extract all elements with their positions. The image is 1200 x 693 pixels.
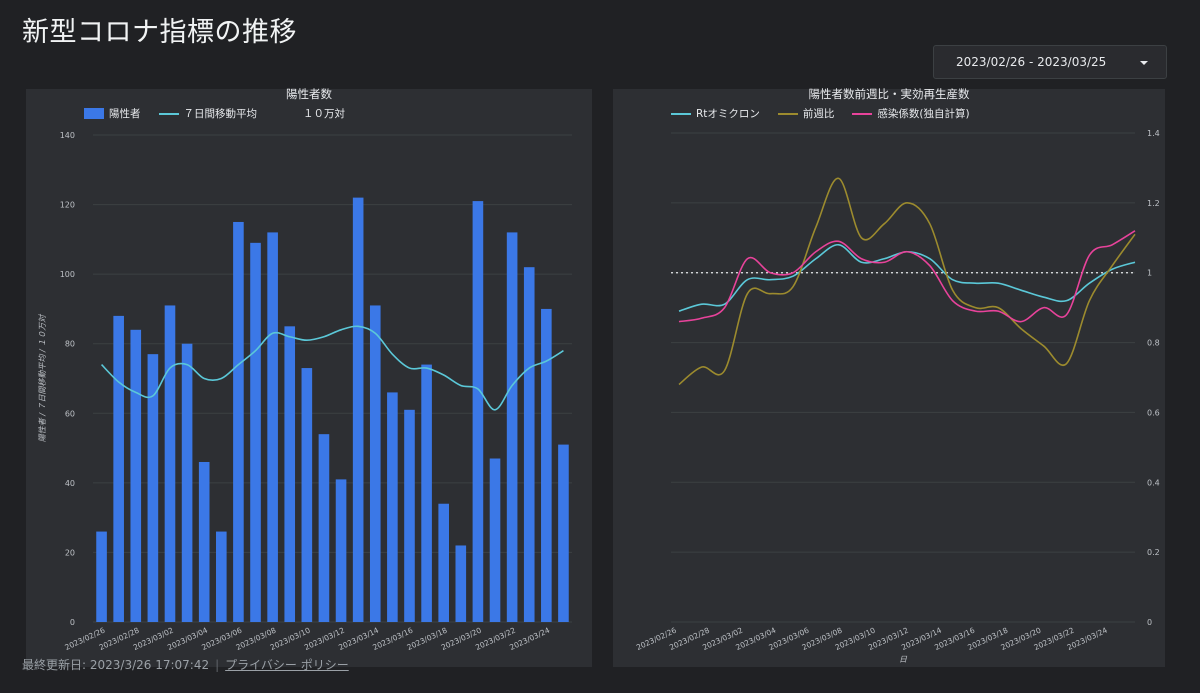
y-tick-label: 40 xyxy=(65,479,75,488)
legend-item-ma7[interactable]: ７日間移動平均 xyxy=(158,106,258,121)
bar xyxy=(181,343,193,622)
bar xyxy=(369,305,381,622)
bar xyxy=(335,479,347,622)
y-tick-label: 140 xyxy=(60,131,75,140)
bar xyxy=(301,368,313,622)
y-tick-label: 0.2 xyxy=(1147,548,1160,557)
y-tick-label: 0.4 xyxy=(1147,478,1160,487)
legend-item-rt[interactable]: Rtオミクロン xyxy=(671,106,760,121)
y-tick-label: 120 xyxy=(60,201,75,210)
legend-item-per100k[interactable]: １０万対 xyxy=(303,106,345,121)
y-tick-label: 1.2 xyxy=(1147,199,1160,208)
bar xyxy=(506,232,518,622)
date-range-picker[interactable]: 2023/02/26 - 2023/03/25 xyxy=(933,45,1167,79)
chart-title: 陽性者数前週比・実効再生産数 xyxy=(808,87,970,101)
chart-legend: 陽性者 ７日間移動平均 １０万対 xyxy=(84,106,363,121)
bar xyxy=(472,201,484,622)
legend-label: 陽性者 xyxy=(109,108,141,120)
reproduction-chart-panel: 陽性者数前週比・実効再生産数 Rtオミクロン 前週比 感染係数(独自計算) 0 0… xyxy=(613,87,1165,667)
y-tick-label: 0.8 xyxy=(1147,339,1160,348)
week-over-week-line xyxy=(678,177,1136,386)
legend-swatch-line xyxy=(777,112,798,115)
bar xyxy=(455,545,467,622)
bar xyxy=(113,315,124,622)
bar xyxy=(523,267,535,622)
page-title: 新型コロナ指標の推移 xyxy=(22,17,297,48)
bar xyxy=(267,232,278,622)
bar xyxy=(233,221,244,622)
bar xyxy=(421,364,432,622)
legend-item-wow[interactable]: 前週比 xyxy=(777,106,835,121)
legend-item-positive[interactable]: 陽性者 xyxy=(84,106,141,121)
legend-label: ７日間移動平均 xyxy=(183,108,258,120)
bar xyxy=(318,434,330,622)
date-range-text: 2023/02/26 - 2023/03/25 xyxy=(956,55,1107,69)
legend-label: １０万対 xyxy=(303,108,345,120)
y-tick-label: 80 xyxy=(65,340,75,349)
legend-swatch-line xyxy=(671,112,691,115)
positive-cases-chart-panel: 陽性者数 陽性者 ７日間移動平均 １０万対 0 20 40 60 80 100 120 140… xyxy=(26,87,592,667)
y-tick-label: 60 xyxy=(65,409,75,418)
legend-label: 前週比 xyxy=(802,108,835,120)
rt-omicron-line xyxy=(678,243,1136,312)
footer-separator: | xyxy=(215,658,220,672)
y-tick-label: 0 xyxy=(1147,618,1152,627)
x-axis-title: 日 xyxy=(899,655,908,664)
y-tick-label: 0.6 xyxy=(1147,408,1160,417)
bar xyxy=(558,444,569,622)
chart-title: 陽性者数 xyxy=(286,87,332,101)
legend-label: 感染係数(独自計算) xyxy=(877,108,970,120)
bar xyxy=(541,308,552,622)
y-tick-label: 100 xyxy=(60,270,75,279)
bar xyxy=(352,197,364,622)
legend-swatch-line xyxy=(158,112,179,115)
infection-coefficient-line xyxy=(678,230,1136,323)
y-tick-label: 20 xyxy=(65,548,75,557)
y-axis-title: 陽性者 / ７日間移動平均 / １０万対 xyxy=(38,314,47,443)
bar xyxy=(404,409,415,622)
chart-legend: Rtオミクロン 前週比 感染係数(独自計算) xyxy=(671,106,988,121)
bar xyxy=(250,242,261,623)
legend-swatch-line xyxy=(852,112,873,115)
bar xyxy=(284,326,296,622)
bar xyxy=(387,392,398,622)
line-chart-svg: 00.20.40.60.811.21.42023/02/262023/02/28… xyxy=(635,129,1160,664)
bar xyxy=(438,503,449,622)
footer: 最終更新日: 2023/3/26 17:07:42 | プライバシー ポリシー xyxy=(22,656,349,673)
legend-swatch-bar xyxy=(84,108,104,119)
bar xyxy=(164,305,176,622)
y-tick-label: 0 xyxy=(70,618,75,627)
y-tick-label: 1 xyxy=(1147,269,1152,278)
bar xyxy=(216,531,227,622)
privacy-policy-link[interactable]: プライバシー ポリシー xyxy=(225,658,349,672)
moving-average-line xyxy=(100,325,564,411)
legend-label: Rtオミクロン xyxy=(696,108,760,120)
last-updated: 最終更新日: 2023/3/26 17:07:42 xyxy=(22,658,210,672)
bar xyxy=(96,531,107,622)
bar xyxy=(198,461,210,622)
bar xyxy=(489,458,501,622)
chevron-down-icon[interactable] xyxy=(1140,61,1148,65)
bar xyxy=(130,329,142,622)
legend-item-infection[interactable]: 感染係数(独自計算) xyxy=(852,106,970,121)
y-tick-label: 1.4 xyxy=(1147,129,1160,138)
bar xyxy=(147,354,159,622)
